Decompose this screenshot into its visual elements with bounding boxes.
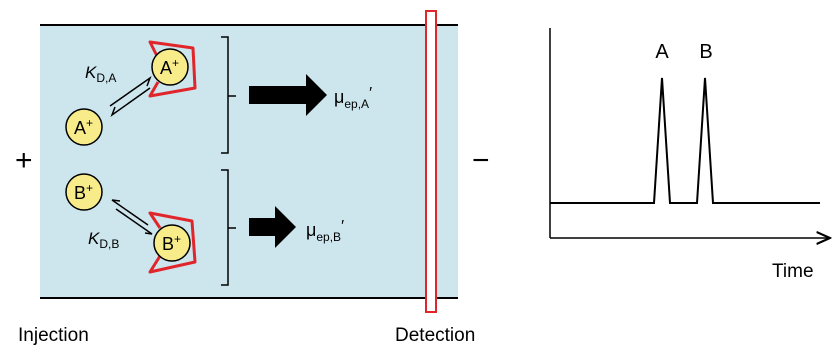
x-axis-label: Time (772, 261, 814, 282)
equilibrium-forward-a (109, 75, 152, 107)
complexed-analyte-a (151, 48, 189, 86)
free-analyte-a (65, 108, 103, 146)
complexed-analyte-a-label: A+ (160, 56, 179, 78)
free-analyte-b-label: B+ (74, 181, 93, 203)
detection-window (425, 10, 437, 313)
migration-arrow-b-icon (249, 206, 296, 248)
equilibrium-reverse-b (111, 199, 149, 226)
peak-b-label: B (699, 41, 712, 63)
complexed-analyte-b (153, 224, 191, 262)
migration-arrow-a-icon (249, 74, 327, 116)
kd-b-label: KD,B (88, 229, 119, 251)
injection-label: Injection (18, 325, 89, 346)
capillary (40, 25, 458, 298)
equilibrium-reverse-a (110, 87, 151, 118)
electropherogram-trace (550, 77, 820, 204)
selector-a-icon (148, 40, 197, 98)
free-analyte-a-label: A+ (74, 116, 93, 138)
bracket-a (221, 36, 229, 154)
free-analyte-b (65, 173, 103, 211)
mobility-a-label: μep,A′ (334, 85, 372, 111)
negative-electrode: − (472, 144, 490, 177)
peak-a-label: A (655, 41, 669, 63)
equilibrium-forward-b (115, 208, 153, 235)
mobility-b-label: μep,B′ (306, 218, 344, 244)
kd-a-label: KD,A (85, 63, 116, 85)
selector-b-icon (148, 211, 197, 274)
detection-label: Detection (395, 325, 475, 346)
complexed-analyte-b-label: B+ (162, 232, 181, 254)
positive-electrode: + (15, 144, 33, 177)
